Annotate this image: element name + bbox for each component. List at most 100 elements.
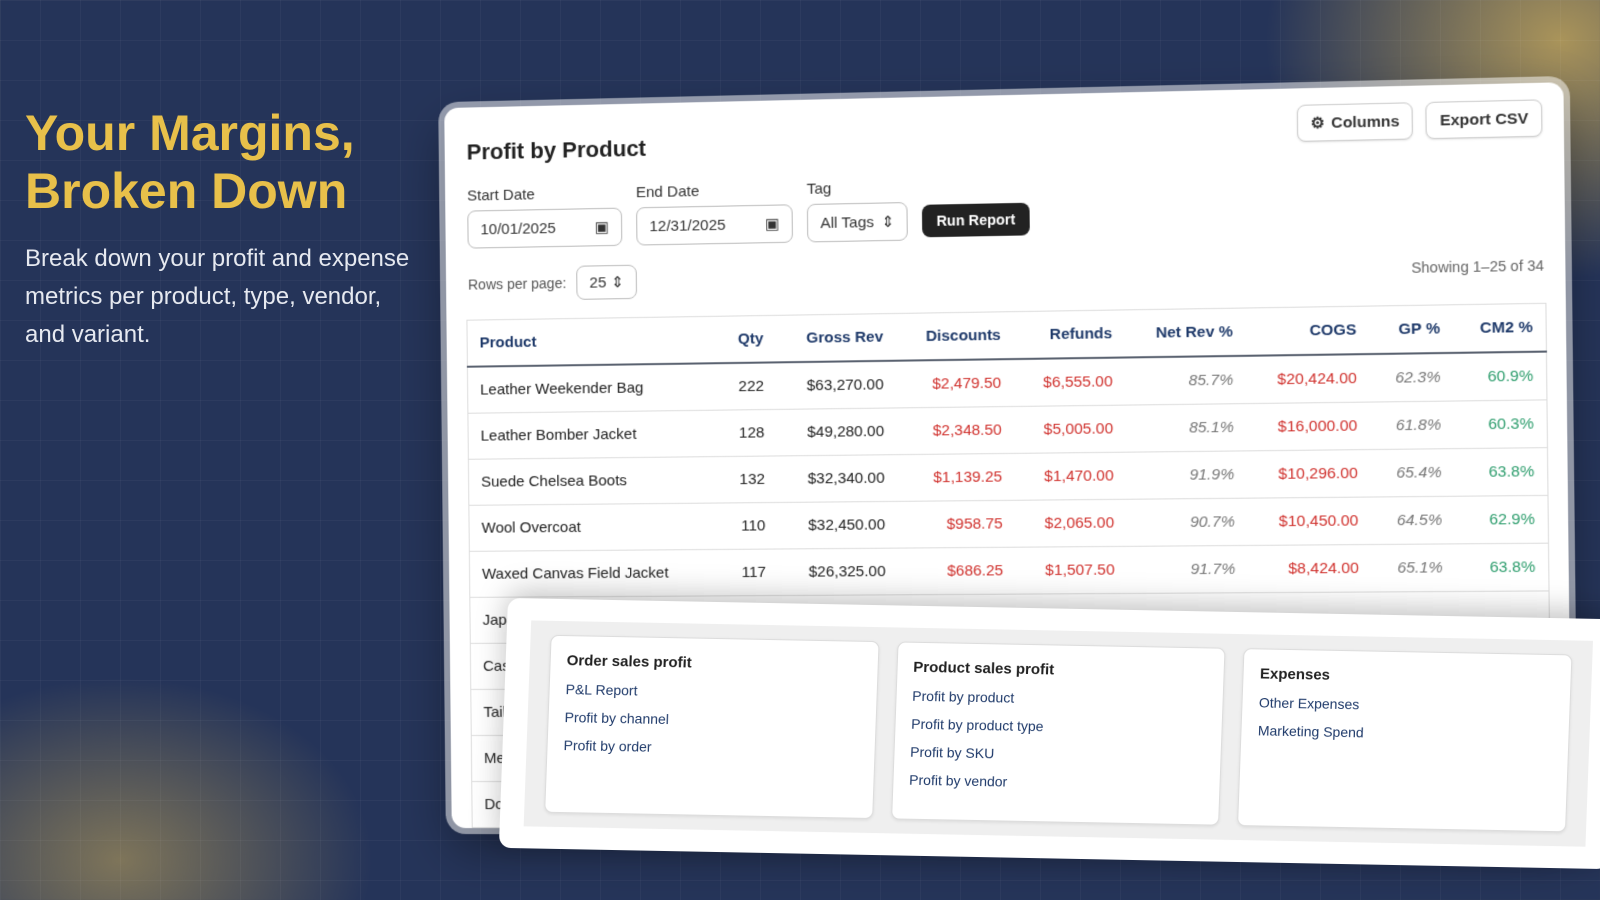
column-header[interactable]: Net Rev % — [1124, 308, 1245, 357]
table-cell: 63.8% — [1454, 447, 1548, 496]
reports-menu-panel: Order sales profit P&L Report Profit by ch… — [499, 598, 1600, 869]
column-header[interactable]: Qty — [717, 315, 776, 363]
table-cell: $26,325.00 — [778, 548, 898, 595]
table-cell: 132 — [718, 455, 777, 502]
page-title: Profit by Product — [467, 136, 647, 166]
pagination-status: Showing 1–25 of 34 — [1411, 257, 1544, 276]
chevron-updown-icon: ⇕ — [611, 273, 624, 291]
table-cell: $10,296.00 — [1247, 449, 1371, 498]
tag-select[interactable]: All Tags ⇕ — [807, 202, 908, 242]
hero: Your Margins, Broken Down Break down your… — [25, 104, 425, 354]
export-csv-button[interactable]: Export CSV — [1426, 99, 1543, 139]
chevron-updown-icon: ⇕ — [881, 212, 894, 231]
table-cell: 110 — [718, 502, 777, 549]
table-cell: $20,424.00 — [1246, 354, 1370, 403]
column-header[interactable]: Gross Rev — [775, 313, 895, 362]
table-row[interactable]: Wool Overcoat 110 $32,450.00 $958.75 $2,065.… — [469, 495, 1549, 551]
column-header[interactable]: CM2 % — [1453, 303, 1547, 353]
menu-link[interactable]: P&L Report — [565, 681, 860, 703]
table-cell: $63,270.00 — [776, 361, 896, 409]
table-cell: 128 — [717, 409, 776, 456]
table-cell: 64.5% — [1371, 496, 1455, 544]
headline-line-1: Your Margins, — [25, 105, 355, 161]
table-cell: 91.9% — [1126, 450, 1247, 498]
calendar-icon[interactable]: ▣ — [595, 218, 609, 236]
menu-section: Expenses Other Expenses Marketing Spend — [1237, 648, 1572, 832]
table-cell: $5,005.00 — [1014, 405, 1126, 453]
table-cell: $6,555.00 — [1013, 357, 1125, 405]
table-cell: 85.1% — [1126, 403, 1247, 452]
table-row[interactable]: Waxed Canvas Field Jacket 117 $26,325.00 $6… — [469, 543, 1549, 597]
tag-value: All Tags — [820, 213, 874, 231]
table-cell: $686.25 — [898, 547, 1016, 595]
table-cell: $8,424.00 — [1248, 544, 1372, 592]
end-date-label: End Date — [636, 181, 793, 201]
table-cell: $1,139.25 — [897, 453, 1015, 501]
start-date-value: 10/01/2025 — [480, 219, 555, 237]
table-cell: $1,507.50 — [1015, 546, 1127, 594]
table-cell: $2,348.50 — [896, 406, 1014, 454]
menu-link[interactable]: Other Expenses — [1259, 694, 1554, 716]
rows-per-page-select[interactable]: 25 ⇕ — [576, 265, 637, 300]
table-cell: 65.1% — [1371, 543, 1455, 591]
table-cell: 61.8% — [1370, 401, 1454, 450]
start-date-label: Start Date — [467, 184, 622, 204]
table-cell: Leather Weekender Bag — [467, 363, 717, 413]
rows-per-page-label: Rows per page: — [468, 275, 566, 293]
end-date-value: 12/31/2025 — [649, 216, 725, 235]
table-cell: 85.7% — [1125, 356, 1246, 405]
table-cell: 62.9% — [1455, 495, 1549, 543]
table-cell: 60.9% — [1453, 352, 1547, 401]
table-cell: Leather Bomber Jacket — [468, 410, 718, 459]
table-cell: 91.7% — [1127, 545, 1248, 593]
menu-section-title: Expenses — [1260, 665, 1555, 688]
rows-per-page-value: 25 — [589, 274, 606, 291]
menu-section: Order sales profit P&L Report Profit by ch… — [544, 635, 879, 819]
table-cell: 117 — [719, 548, 778, 595]
column-header[interactable]: Product — [467, 316, 717, 366]
menu-link[interactable]: Profit by product — [912, 688, 1207, 710]
column-header[interactable]: GP % — [1369, 305, 1453, 354]
tag-label: Tag — [807, 179, 908, 198]
table-cell: $10,450.00 — [1247, 497, 1371, 545]
menu-section: Product sales profit Profit by product Pro… — [891, 641, 1226, 825]
menu-link[interactable]: Profit by SKU — [910, 744, 1205, 766]
calendar-icon[interactable]: ▣ — [765, 215, 780, 233]
menu-link[interactable]: Profit by order — [563, 737, 858, 759]
column-header[interactable]: COGS — [1245, 306, 1369, 356]
columns-label: Columns — [1331, 112, 1399, 131]
table-cell: Wool Overcoat — [469, 503, 719, 551]
table-cell: $2,065.00 — [1015, 499, 1127, 547]
table-cell: 65.4% — [1370, 448, 1454, 496]
table-cell: 62.3% — [1369, 353, 1453, 402]
table-cell: 60.3% — [1454, 399, 1548, 448]
table-cell: $2,479.50 — [896, 359, 1014, 407]
table-cell: Suede Chelsea Boots — [468, 456, 718, 505]
gear-icon: ⚙ — [1311, 114, 1325, 133]
menu-link[interactable]: Profit by channel — [564, 709, 859, 731]
menu-link[interactable]: Profit by vendor — [909, 772, 1204, 794]
start-date-input[interactable]: 10/01/2025 ▣ — [467, 208, 622, 249]
table-cell: $32,450.00 — [777, 501, 897, 549]
menu-link[interactable]: Marketing Spend — [1258, 722, 1553, 744]
table-cell: $958.75 — [897, 500, 1015, 548]
table-cell: Waxed Canvas Field Jacket — [469, 549, 719, 597]
end-date-input[interactable]: 12/31/2025 ▣ — [636, 204, 793, 245]
headline-line-2: Broken Down — [25, 163, 347, 219]
table-cell: 63.8% — [1455, 543, 1549, 591]
table-cell: $49,280.00 — [776, 407, 896, 455]
menu-section-title: Order sales profit — [566, 652, 861, 675]
table-cell: 222 — [717, 362, 776, 409]
columns-button[interactable]: ⚙ Columns — [1297, 102, 1414, 142]
table-cell: $1,470.00 — [1014, 452, 1126, 500]
headline: Your Margins, Broken Down — [25, 104, 425, 220]
table-cell: $16,000.00 — [1246, 402, 1370, 451]
subtitle: Break down your profit and expense metri… — [25, 240, 425, 354]
menu-link[interactable]: Profit by product type — [911, 716, 1206, 738]
table-cell: $32,340.00 — [777, 454, 897, 502]
column-header[interactable]: Discounts — [895, 312, 1013, 361]
run-report-button[interactable]: Run Report — [922, 203, 1030, 238]
table-cell: 90.7% — [1127, 498, 1248, 546]
column-header[interactable]: Refunds — [1013, 310, 1125, 359]
menu-section-title: Product sales profit — [913, 659, 1208, 682]
